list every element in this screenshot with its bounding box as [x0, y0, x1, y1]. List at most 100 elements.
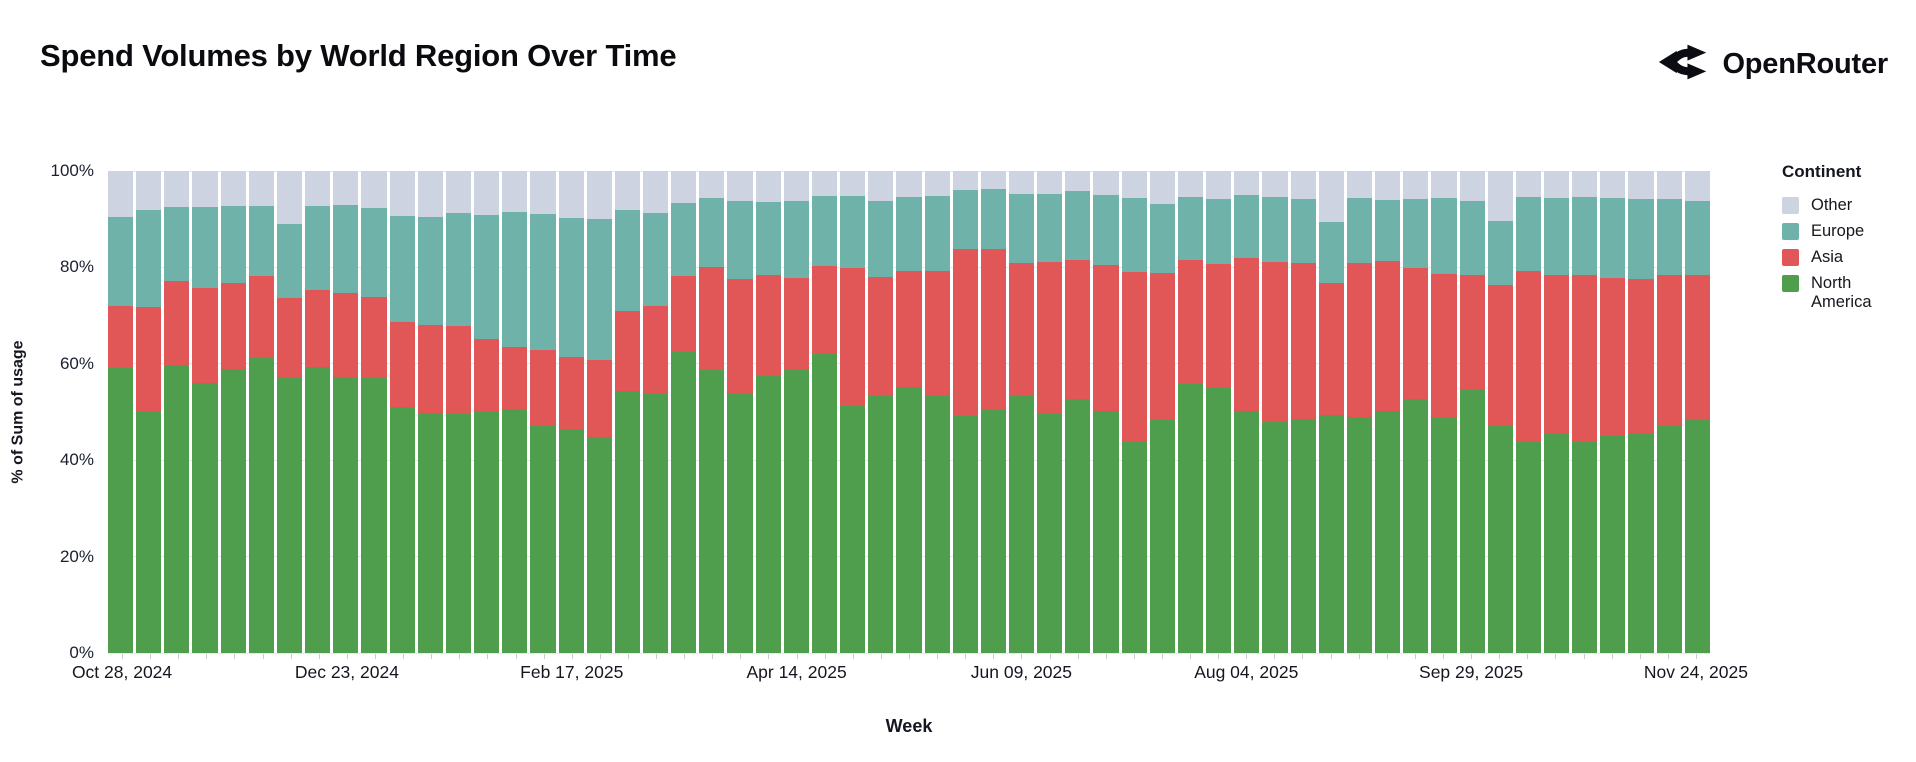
segment-north-america[interactable]: [164, 364, 190, 653]
segment-asia[interactable]: [1403, 268, 1429, 399]
segment-north-america[interactable]: [1487, 425, 1513, 653]
segment-europe[interactable]: [1572, 197, 1598, 276]
bar-week-Apr 28, 2025[interactable]: [840, 171, 866, 653]
bar-week-Jun 02, 2025[interactable]: [980, 171, 1006, 653]
segment-europe[interactable]: [1403, 198, 1429, 269]
segment-europe[interactable]: [389, 215, 415, 322]
segment-other[interactable]: [248, 171, 274, 207]
segment-other[interactable]: [1206, 171, 1232, 199]
segment-asia[interactable]: [1346, 262, 1373, 418]
bar-week-Sep 29, 2025[interactable]: [1459, 171, 1485, 653]
segment-other[interactable]: [1403, 171, 1429, 199]
segment-north-america[interactable]: [1206, 388, 1232, 653]
segment-asia[interactable]: [924, 270, 950, 397]
segment-europe[interactable]: [868, 201, 894, 277]
segment-asia[interactable]: [1037, 262, 1063, 415]
bar-week-Jun 30, 2025[interactable]: [1093, 171, 1119, 653]
segment-other[interactable]: [1628, 171, 1654, 199]
segment-europe[interactable]: [1065, 190, 1091, 261]
segment-north-america[interactable]: [896, 387, 922, 653]
segment-north-america[interactable]: [1318, 415, 1344, 653]
bar-week-Oct 27, 2025[interactable]: [1572, 171, 1598, 653]
bar-week-Mar 10, 2025[interactable]: [642, 171, 669, 653]
segment-asia[interactable]: [1515, 271, 1541, 443]
segment-north-america[interactable]: [136, 412, 162, 653]
segment-north-america[interactable]: [1572, 441, 1598, 653]
bar-week-Jul 07, 2025[interactable]: [1121, 171, 1147, 653]
bar-week-Oct 13, 2025[interactable]: [1515, 171, 1541, 653]
segment-asia[interactable]: [1009, 263, 1035, 397]
segment-asia[interactable]: [1375, 260, 1401, 411]
segment-europe[interactable]: [840, 196, 866, 268]
segment-europe[interactable]: [1375, 199, 1401, 261]
segment-north-america[interactable]: [192, 382, 218, 653]
bar-week-Dec 02, 2024[interactable]: [248, 171, 274, 653]
bar-week-Nov 10, 2025[interactable]: [1628, 171, 1654, 653]
segment-other[interactable]: [1318, 171, 1344, 222]
segment-other[interactable]: [192, 171, 218, 207]
segment-other[interactable]: [333, 171, 359, 205]
segment-other[interactable]: [1037, 171, 1063, 194]
segment-other[interactable]: [614, 171, 640, 210]
segment-north-america[interactable]: [1515, 442, 1541, 653]
segment-other[interactable]: [642, 171, 669, 214]
segment-europe[interactable]: [248, 206, 274, 277]
bar-week-Jul 14, 2025[interactable]: [1149, 171, 1175, 653]
segment-asia[interactable]: [220, 283, 246, 369]
segment-europe[interactable]: [305, 205, 331, 291]
segment-north-america[interactable]: [1290, 418, 1316, 653]
segment-europe[interactable]: [1459, 200, 1485, 276]
segment-europe[interactable]: [474, 214, 500, 339]
segment-europe[interactable]: [811, 195, 838, 267]
segment-europe[interactable]: [614, 209, 640, 311]
segment-europe[interactable]: [1487, 221, 1513, 285]
segment-asia[interactable]: [445, 326, 472, 415]
segment-asia[interactable]: [1206, 264, 1232, 389]
segment-other[interactable]: [1684, 171, 1710, 201]
segment-asia[interactable]: [1572, 275, 1598, 442]
segment-asia[interactable]: [727, 278, 753, 395]
segment-north-america[interactable]: [1431, 417, 1457, 653]
segment-asia[interactable]: [896, 271, 922, 388]
segment-asia[interactable]: [1684, 275, 1710, 420]
segment-north-america[interactable]: [755, 375, 781, 653]
segment-asia[interactable]: [108, 305, 134, 369]
segment-other[interactable]: [671, 171, 697, 204]
segment-other[interactable]: [108, 171, 134, 217]
segment-asia[interactable]: [1121, 272, 1147, 443]
segment-north-america[interactable]: [1177, 384, 1204, 653]
segment-europe[interactable]: [755, 202, 781, 275]
segment-other[interactable]: [1572, 171, 1598, 198]
segment-europe[interactable]: [558, 217, 584, 358]
segment-north-america[interactable]: [417, 412, 443, 653]
bar-week-Mar 24, 2025[interactable]: [699, 171, 725, 653]
bar-week-Jul 28, 2025[interactable]: [1206, 171, 1232, 653]
segment-other[interactable]: [361, 171, 387, 208]
segment-other[interactable]: [136, 171, 162, 210]
segment-europe[interactable]: [1149, 203, 1175, 274]
bar-week-May 26, 2025[interactable]: [952, 171, 978, 653]
bar-week-May 05, 2025[interactable]: [868, 171, 894, 653]
segment-europe[interactable]: [924, 195, 950, 271]
bar-week-Nov 03, 2025[interactable]: [1600, 171, 1626, 653]
segment-north-america[interactable]: [614, 390, 640, 653]
segment-north-america[interactable]: [586, 437, 612, 653]
segment-other[interactable]: [586, 171, 612, 219]
bar-week-May 19, 2025[interactable]: [924, 171, 950, 653]
bar-week-Jan 13, 2025[interactable]: [417, 171, 443, 653]
legend-item-north-america[interactable]: North America: [1782, 274, 1912, 312]
segment-north-america[interactable]: [727, 394, 753, 653]
segment-north-america[interactable]: [1600, 435, 1626, 653]
segment-north-america[interactable]: [699, 369, 725, 653]
segment-other[interactable]: [1234, 171, 1260, 196]
segment-asia[interactable]: [840, 267, 866, 407]
segment-north-america[interactable]: [924, 396, 950, 653]
segment-other[interactable]: [1177, 171, 1204, 197]
segment-other[interactable]: [783, 171, 809, 202]
segment-europe[interactable]: [727, 201, 753, 279]
segment-north-america[interactable]: [1543, 434, 1570, 653]
segment-north-america[interactable]: [1149, 420, 1175, 653]
segment-europe[interactable]: [1177, 196, 1204, 260]
segment-other[interactable]: [1290, 171, 1316, 199]
segment-asia[interactable]: [1431, 274, 1457, 418]
